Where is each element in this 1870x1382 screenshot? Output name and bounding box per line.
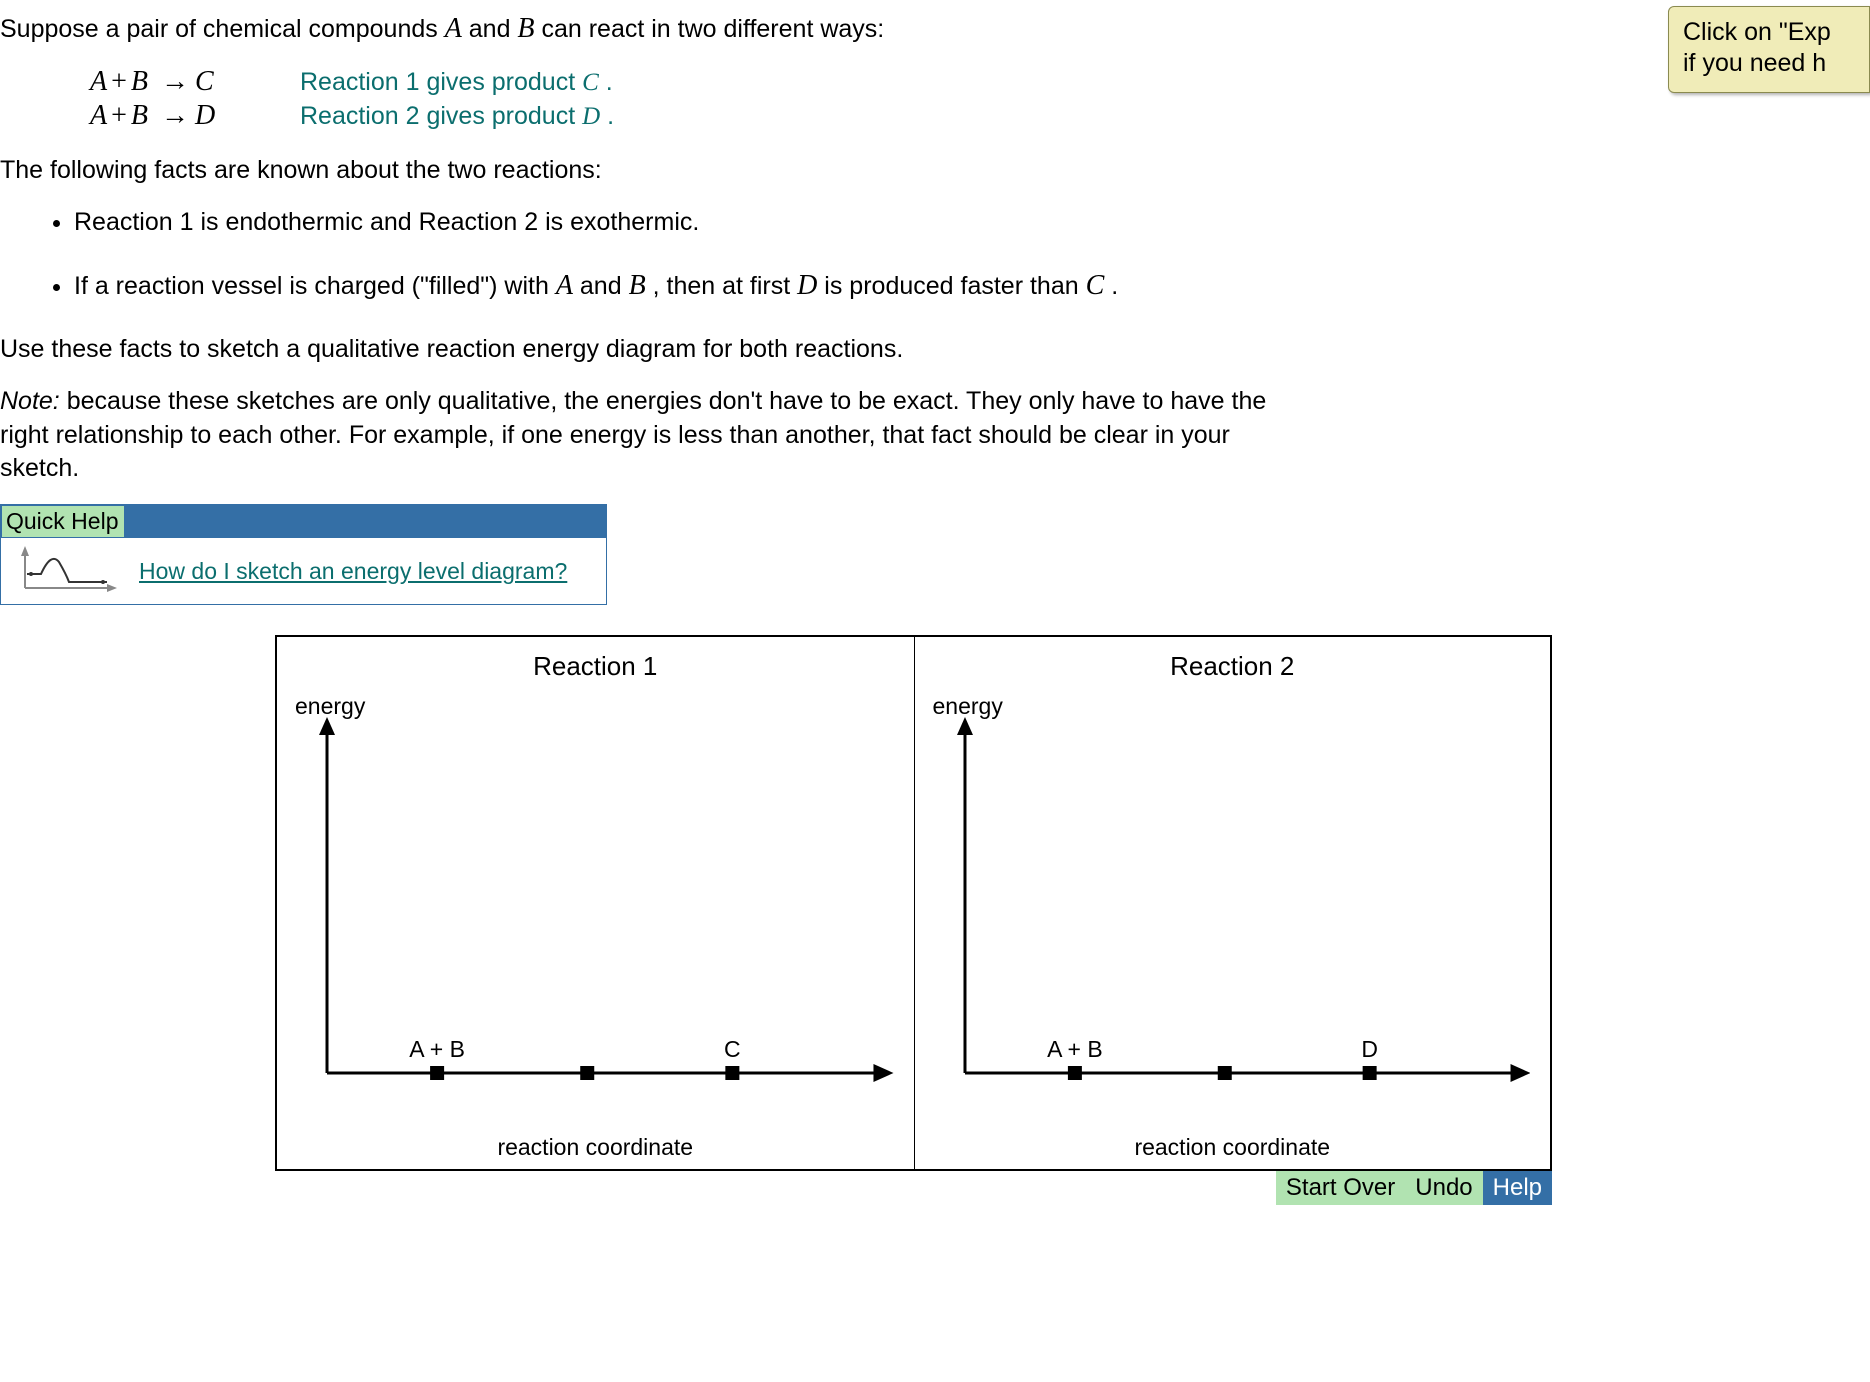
eq2-A: A — [90, 100, 107, 131]
marker-label-start: A + B — [1047, 1036, 1103, 1062]
marker-handle[interactable] — [1217, 1066, 1231, 1080]
quick-help-header: Quick Help — [1, 505, 606, 538]
eq2-desc-var: D — [582, 103, 600, 130]
eq2-desc-pre: Reaction 2 gives product — [300, 102, 582, 130]
plot-area[interactable]: A + B C — [317, 717, 894, 1123]
x-axis-label: reaction coordinate — [915, 1134, 1551, 1161]
eq1-C: C — [195, 66, 214, 97]
hint-line2: if you need h — [1683, 49, 1826, 77]
hint-line1: Click on "Exp — [1683, 18, 1831, 46]
plot-area[interactable]: A + B D — [955, 717, 1531, 1123]
marker-label-start: A + B — [409, 1036, 465, 1062]
note: Note: because these sketches are only qu… — [0, 385, 1300, 486]
equation-1: A+B →C Reaction 1 gives product C . — [90, 66, 1300, 98]
marker-handle[interactable] — [580, 1066, 594, 1080]
eq1-B: B — [131, 66, 148, 97]
quick-help-link[interactable]: How do I sketch an energy level diagram? — [139, 558, 567, 585]
eq1-desc-post: . — [599, 68, 613, 96]
equation-block: A+B →C Reaction 1 gives product C . A+B … — [90, 66, 1300, 132]
quick-help-box: Quick Help How do I sketch an energy lev… — [0, 504, 607, 605]
marker-handle[interactable] — [430, 1066, 444, 1080]
energy-diagram-icon — [11, 544, 121, 598]
undo-button[interactable]: Undo — [1405, 1171, 1482, 1205]
y-axis-label: energy — [933, 693, 1003, 720]
marker-label-end: C — [724, 1036, 741, 1062]
problem-intro: Suppose a pair of chemical compounds A a… — [0, 10, 1300, 48]
facts-list: Reaction 1 is endothermic and Reaction 2… — [0, 206, 1300, 306]
equation-2: A+B →D Reaction 2 gives product D . — [90, 100, 1300, 132]
note-text: because these sketches are only qualitat… — [0, 387, 1266, 483]
y-axis-label: energy — [295, 693, 365, 720]
eq2-desc-post: . — [600, 102, 614, 130]
instruction: Use these facts to sketch a qualitative … — [0, 333, 1300, 367]
marker-handle[interactable] — [1067, 1066, 1081, 1080]
marker-handle[interactable] — [1362, 1066, 1376, 1080]
diagram-toolbar: Start Over Undo Help — [275, 1171, 1552, 1205]
start-over-button[interactable]: Start Over — [1276, 1171, 1405, 1205]
panel-title: Reaction 1 — [277, 651, 914, 682]
fact-2: If a reaction vessel is charged ("filled… — [74, 267, 1300, 305]
note-label: Note: — [0, 387, 60, 415]
eq1-desc-var: C — [582, 69, 599, 96]
arrow-icon: → — [155, 100, 195, 131]
help-button[interactable]: Help — [1483, 1171, 1552, 1205]
eq1-A: A — [90, 66, 107, 97]
diagram-container: Reaction 1 energy reaction coordinate A + B… — [275, 635, 1552, 1205]
x-axis-label: reaction coordinate — [277, 1134, 914, 1161]
eq1-desc-pre: Reaction 1 gives product — [300, 68, 582, 96]
diagram-panel-1[interactable]: Reaction 1 energy reaction coordinate A + B… — [277, 637, 914, 1169]
arrow-icon: → — [155, 66, 195, 97]
marker-handle[interactable] — [725, 1066, 739, 1080]
diagram-panel-2[interactable]: Reaction 2 energy reaction coordinate A + B… — [914, 637, 1551, 1169]
hint-callout: Click on "Exp if you need h — [1668, 6, 1870, 93]
eq2-B: B — [131, 100, 148, 131]
eq2-D: D — [195, 100, 215, 131]
facts-intro: The following facts are known about the … — [0, 154, 1300, 188]
quick-help-tab[interactable]: Quick Help — [1, 505, 125, 538]
panel-title: Reaction 2 — [915, 651, 1551, 682]
fact-1: Reaction 1 is endothermic and Reaction 2… — [74, 206, 1300, 240]
marker-label-end: D — [1361, 1036, 1378, 1062]
